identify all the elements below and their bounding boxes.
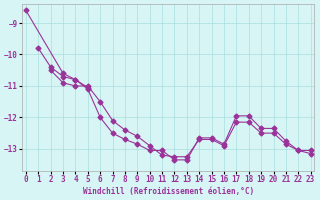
X-axis label: Windchill (Refroidissement éolien,°C): Windchill (Refroidissement éolien,°C): [83, 187, 254, 196]
